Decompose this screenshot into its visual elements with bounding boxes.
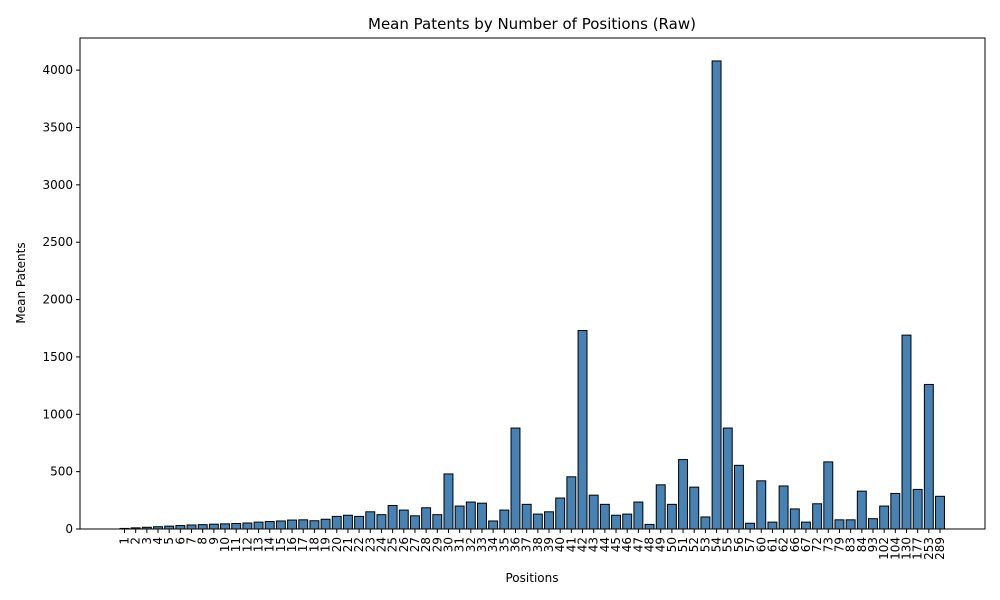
bar-54 [712, 61, 721, 529]
bar-29 [433, 515, 442, 529]
bar-37 [522, 504, 531, 529]
bar-62 [779, 486, 788, 529]
bar-17 [299, 520, 308, 529]
y-tick-label: 3500 [42, 120, 73, 134]
bar-27 [410, 516, 419, 529]
chart-title: Mean Patents by Number of Positions (Raw… [368, 15, 696, 33]
bar-6 [176, 526, 185, 529]
bar-32 [466, 502, 475, 529]
bar-253 [924, 384, 933, 529]
bar-36 [511, 428, 520, 529]
bar-53 [701, 517, 710, 529]
y-tick-label: 2500 [42, 235, 73, 249]
bar-11 [232, 523, 241, 529]
y-tick-label: 4000 [42, 63, 73, 77]
bars-group [120, 61, 944, 529]
bar-34 [489, 521, 498, 529]
bar-130 [902, 335, 911, 529]
bar-28 [422, 508, 431, 529]
bar-66 [790, 509, 799, 529]
bar-83 [846, 520, 855, 529]
bar-177 [913, 489, 922, 529]
bar-14 [265, 522, 274, 529]
bar-8 [198, 525, 207, 529]
bar-21 [343, 515, 352, 529]
y-tick-label: 3000 [42, 178, 73, 192]
bar-49 [656, 485, 665, 529]
bar-84 [857, 491, 866, 529]
bar-61 [768, 522, 777, 529]
bar-52 [690, 487, 699, 529]
bar-7 [187, 525, 196, 529]
y-tick-label: 500 [50, 465, 73, 479]
plot-frame [80, 38, 985, 529]
x-axis-label: Positions [506, 571, 559, 585]
bar-44 [600, 504, 609, 529]
y-tick-label: 0 [65, 522, 73, 536]
bar-18 [310, 521, 319, 529]
bar-73 [824, 462, 833, 529]
x-tick-label: 289 [933, 537, 947, 560]
bar-31 [455, 506, 464, 529]
bar-12 [243, 523, 252, 529]
bar-79 [835, 520, 844, 529]
bar-40 [556, 498, 565, 529]
bar-48 [645, 524, 654, 529]
bar-50 [667, 504, 676, 529]
bar-41 [567, 477, 576, 529]
y-tick-label: 2000 [42, 293, 73, 307]
bar-25 [388, 505, 397, 529]
bar-42 [578, 331, 587, 529]
bar-19 [321, 519, 330, 529]
bar-35 [500, 510, 509, 529]
bar-45 [612, 515, 621, 529]
y-tick-label: 1000 [42, 407, 73, 421]
bar-16 [288, 520, 297, 529]
bar-72 [813, 504, 822, 529]
bar-39 [545, 512, 554, 529]
x-axis: 1234567891011121314151617181920212223242… [118, 529, 948, 560]
bar-289 [936, 496, 945, 529]
bar-104 [891, 493, 900, 529]
bar-20 [332, 516, 341, 529]
y-tick-label: 1500 [42, 350, 73, 364]
bar-13 [254, 522, 263, 529]
bar-23 [366, 512, 375, 529]
bar-93 [869, 519, 878, 529]
bar-67 [801, 522, 810, 529]
bar-24 [377, 515, 386, 529]
y-axis: 0 500 1000 1500 2000 2500 3000 3500 4000 [42, 63, 80, 536]
bar-26 [399, 510, 408, 529]
bar-46 [623, 514, 632, 529]
bar-56 [734, 465, 743, 529]
y-axis-label: Mean Patents [14, 242, 28, 323]
bar-43 [589, 495, 598, 529]
bar-30 [444, 474, 453, 529]
bar-102 [880, 506, 889, 529]
bar-22 [355, 516, 364, 529]
bar-60 [757, 481, 766, 529]
bar-47 [634, 502, 643, 529]
bar-38 [533, 514, 542, 529]
bar-10 [221, 524, 230, 529]
bar-55 [723, 428, 732, 529]
bar-57 [746, 523, 755, 529]
bar-51 [679, 460, 688, 529]
bar-33 [478, 503, 487, 529]
bar-9 [209, 524, 218, 529]
bar-15 [276, 521, 285, 529]
